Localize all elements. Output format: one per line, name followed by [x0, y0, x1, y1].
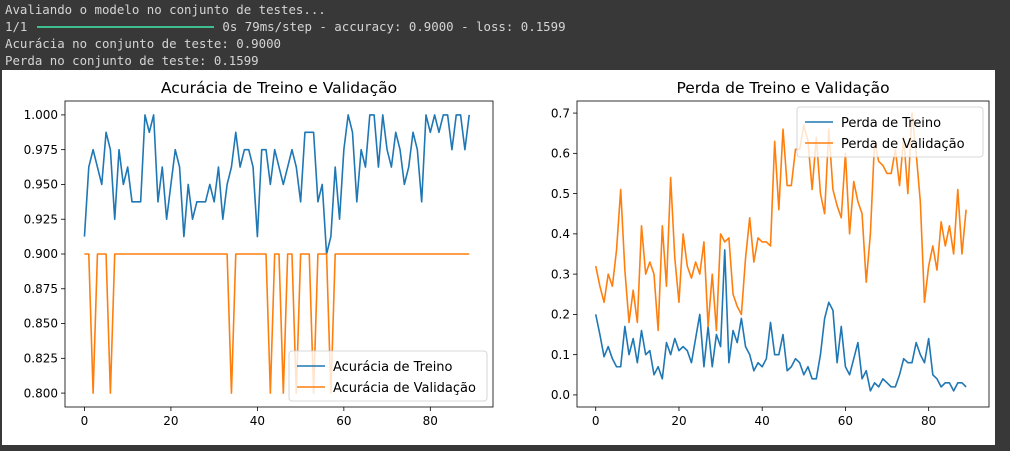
accuracy-legend-label-train: Acurácia de Treino	[333, 360, 453, 375]
loss-y-tick-label: 0.3	[551, 267, 570, 281]
accuracy-chart: Acurácia de Treino e Validação 0 20 40 60 80 0…	[24, 79, 494, 428]
loss-legend-box	[796, 106, 984, 158]
console-line-evaluating: Avaliando o modelo no conjunto de testes…	[5, 2, 326, 17]
loss-x-tick-label: 0	[592, 414, 600, 428]
loss-chart-title: Perda de Treino e Validação	[676, 79, 889, 97]
loss-y-tick-label: 0.5	[551, 187, 570, 201]
loss-chart: Perda de Treino e Validação 0 20 40 60 80 0.0 0…	[551, 79, 990, 428]
accuracy-y-tick-label: 0.825	[24, 352, 58, 366]
accuracy-series-line-train	[83, 114, 471, 255]
progress-bar	[37, 25, 215, 28]
loss-y-tick-label: 0.0	[551, 388, 570, 402]
accuracy-x-tick-label: 20	[163, 414, 178, 428]
accuracy-legend-label-val: Acurácia de Validação	[333, 381, 476, 396]
accuracy-x-tick-label: 80	[423, 414, 438, 428]
loss-y-tick-label: 0.1	[551, 348, 570, 362]
loss-legend-label-train: Perda de Treino	[841, 116, 941, 131]
loss-x-tick-label: 20	[671, 414, 686, 428]
accuracy-series-group	[83, 114, 471, 394]
loss-x-tick-label: 60	[838, 414, 853, 428]
loss-y-tick-label: 0.2	[551, 308, 570, 322]
accuracy-legend-box	[288, 350, 488, 402]
console-line-loss: Perda no conjunto de teste: 0.1599	[5, 53, 259, 68]
accuracy-y-tick-label: 0.975	[24, 143, 58, 157]
accuracy-y-tick-label: 0.950	[24, 178, 58, 192]
accuracy-chart-title: Acurácia de Treino e Validação	[161, 79, 397, 97]
accuracy-y-tick-label: 1.000	[24, 108, 58, 122]
loss-y-tick-label: 0.7	[551, 106, 570, 120]
accuracy-y-tick-label: 0.900	[24, 247, 58, 261]
step-stats: 0s 79ms/step - accuracy: 0.9000 - loss: …	[222, 19, 566, 34]
loss-axes-frame	[576, 100, 990, 408]
loss-legend-label-val: Perda de Validação	[841, 137, 965, 152]
console-output: Avaliando o modelo no conjunto de testes…	[0, 0, 1010, 70]
accuracy-x-tick-label: 60	[336, 414, 351, 428]
accuracy-y-tick-label: 0.925	[24, 212, 58, 226]
loss-y-tick-label: 0.6	[551, 147, 570, 161]
figure-canvas: Acurácia de Treino e Validação 0 20 40 60 80 0…	[24, 79, 990, 428]
accuracy-series-line-val	[84, 253, 470, 394]
loss-y-tick-label: 0.4	[551, 227, 570, 241]
cell-bottom-border	[0, 445, 1010, 451]
loss-series-line-train	[594, 249, 967, 392]
step-counter: 1/1	[5, 19, 28, 34]
accuracy-x-tick-label: 40	[250, 414, 265, 428]
accuracy-y-tick-label: 0.800	[24, 386, 58, 400]
loss-x-tick-label: 40	[755, 414, 770, 428]
console-line-accuracy: Acurácia no conjunto de teste: 0.9000	[5, 36, 282, 51]
accuracy-y-tick-label: 0.850	[24, 317, 58, 331]
accuracy-x-tick-label: 0	[81, 414, 89, 428]
loss-x-tick-label: 80	[921, 414, 936, 428]
accuracy-y-tick-label: 0.875	[24, 282, 58, 296]
console-line-progress: 1/1 0s 79ms/step - accuracy: 0.9000 - los…	[5, 18, 1005, 35]
figure-output: Acurácia de Treino e Validação 0 20 40 60 80 0…	[2, 70, 995, 445]
